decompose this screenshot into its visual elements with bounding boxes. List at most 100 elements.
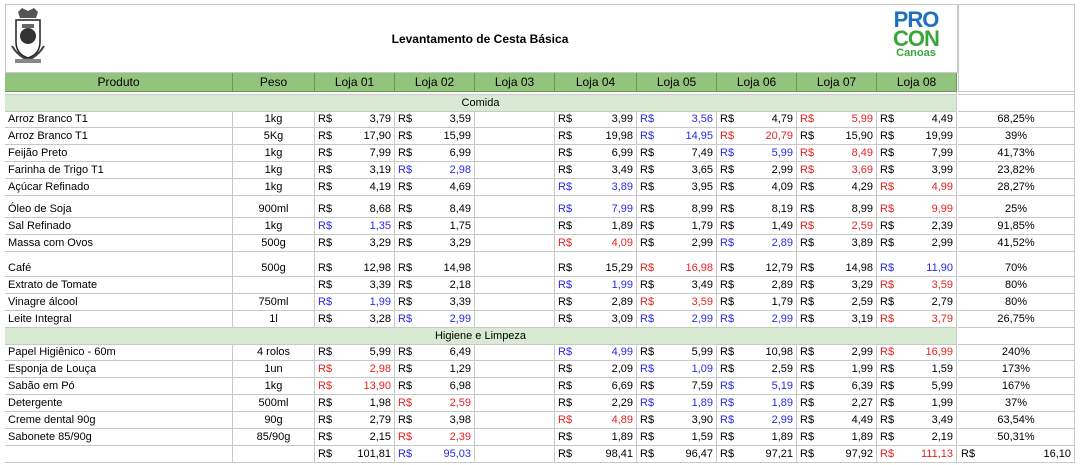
price: 97,92 (845, 448, 873, 460)
weight: 5Kg (263, 130, 284, 142)
column-header: Loja 07 (797, 73, 877, 92)
price: 2,89 (611, 296, 633, 308)
price-cell: R$ 2,99 (717, 311, 797, 328)
price-cell: R$ 2,99 (717, 412, 797, 429)
column-header-text: Peso (259, 75, 288, 89)
price-cell: R$ 1,89 (717, 395, 797, 412)
price: 5,99 (691, 346, 713, 358)
currency: R$ (880, 237, 895, 249)
currency: R$ (318, 363, 333, 375)
section-row: Higiene e Limpeza (5, 328, 957, 345)
price-cell: R$ 2,99 (717, 162, 797, 179)
variation: 70% (1004, 262, 1028, 274)
currency: R$ (720, 296, 735, 308)
currency: R$ (318, 220, 333, 232)
price-cell: R$ 2,59 (717, 361, 797, 378)
price-cell: R$ 4,79 (717, 112, 797, 128)
price: 2,15 (369, 431, 391, 443)
product: Papel Higiênico - 60m (8, 346, 116, 358)
weight-cell: 1kg (233, 162, 315, 179)
price-cell (475, 218, 555, 235)
variation-cell: 37% (958, 395, 1075, 412)
price: 1,89 (771, 397, 793, 409)
currency: R$ (318, 237, 333, 249)
currency: R$ (398, 237, 413, 249)
price-cell (475, 361, 555, 378)
product: Creme dental 90g (8, 414, 96, 426)
price: 3,49 (931, 414, 953, 426)
column-header-text: Loja 01 (334, 75, 375, 89)
product-cell: Extrato de Tomate (5, 277, 233, 294)
currency: R$ (398, 130, 413, 142)
product-cell: Açúcar Refinado (5, 179, 233, 196)
product-cell: Sabão em Pó (5, 378, 233, 395)
variation-cell: 23,82% (958, 162, 1075, 179)
currency: R$ (318, 380, 333, 392)
price: 8,49 (851, 147, 873, 159)
price-cell (475, 145, 555, 162)
currency: R$ (720, 448, 735, 460)
price: 1,79 (691, 220, 713, 232)
price-cell: R$ 8,68 (315, 196, 395, 218)
price: 1,09 (691, 363, 713, 375)
weight: 1kg (264, 147, 283, 159)
price-cell: R$ 3,49 (555, 162, 637, 179)
title: Levantamento de Cesta Básica (391, 32, 569, 46)
variation: 240% (1001, 346, 1031, 358)
weight: 500ml (258, 397, 289, 409)
price-cell (475, 179, 555, 196)
price-cell: R$ 6,49 (395, 345, 475, 361)
currency: R$ (880, 279, 895, 291)
currency: R$ (720, 414, 735, 426)
price-cell: R$ 5,99 (717, 145, 797, 162)
price: 2,19 (931, 431, 953, 443)
product-cell: Esponja de Louça (5, 361, 233, 378)
variation-cell: 50,31% (958, 429, 1075, 446)
price-cell: R$ 3,99 (555, 112, 637, 128)
price: 2,29 (611, 397, 633, 409)
product-cell: Creme dental 90g (5, 412, 233, 429)
price-cell: R$ 5,19 (717, 378, 797, 395)
price-cell: R$ 97,21 (717, 446, 797, 463)
section-title: Higiene e Limpeza (434, 330, 527, 342)
currency: R$ (720, 147, 735, 159)
price-cell: R$ 15,29 (555, 252, 637, 277)
currency: R$ (398, 313, 413, 325)
price-cell (475, 446, 555, 463)
price: 2,59 (851, 220, 873, 232)
price: 1,99 (931, 397, 953, 409)
price-cell (475, 112, 555, 128)
price-cell: R$ 4,89 (555, 412, 637, 429)
currency: R$ (318, 113, 333, 125)
price-cell: R$ 3,28 (315, 311, 395, 328)
weight-cell: 500ml (233, 395, 315, 412)
price-cell: R$ 3,09 (555, 311, 637, 328)
price: 2,18 (449, 279, 471, 291)
price-cell: R$ 1,75 (395, 218, 475, 235)
product-cell: Leite Integral (5, 311, 233, 328)
price-cell: R$ 3,39 (315, 277, 395, 294)
price: 1,99 (611, 279, 633, 291)
variation: 91,85% (997, 220, 1035, 232)
price-cell: R$ 1,89 (555, 429, 637, 446)
price-cell: R$ 1,99 (555, 277, 637, 294)
price-cell: R$ 16,99 (877, 345, 957, 361)
price: 1,99 (851, 363, 873, 375)
price: 11,90 (926, 262, 953, 274)
price-cell: R$ 2,99 (637, 235, 717, 252)
price-cell: R$ 2,79 (315, 412, 395, 429)
price: 6,69 (611, 380, 633, 392)
price: 3,59 (931, 279, 953, 291)
price-cell: R$ 4,69 (395, 179, 475, 196)
currency: R$ (720, 380, 735, 392)
price: 15,99 (443, 130, 471, 142)
price: 14,98 (845, 262, 873, 274)
currency: R$ (800, 363, 815, 375)
price-cell: R$ 2,39 (877, 218, 957, 235)
blank-cell (958, 73, 1075, 92)
currency: R$ (558, 113, 573, 125)
currency: R$ (558, 147, 573, 159)
price: 3,90 (691, 414, 713, 426)
price: 10,98 (765, 346, 793, 358)
product: Detergente (8, 397, 63, 409)
